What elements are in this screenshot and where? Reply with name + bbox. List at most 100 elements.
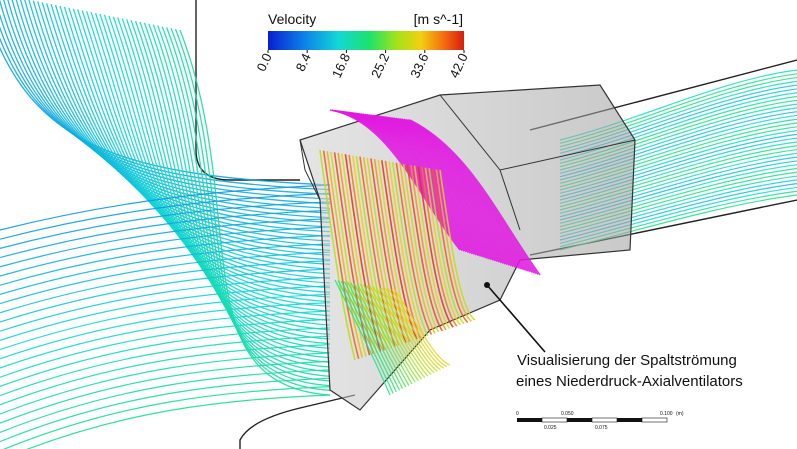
streamline — [381, 287, 438, 372]
streamline — [410, 165, 447, 331]
streamline — [130, 20, 331, 345]
streamline — [72, 8, 331, 284]
streamline — [353, 282, 410, 386]
streamline — [0, 243, 331, 295]
streamline — [393, 117, 525, 271]
inflow-streamlines — [0, 0, 331, 449]
streamline — [0, 360, 331, 424]
streamline — [417, 166, 454, 328]
streamline — [431, 168, 469, 324]
streamline — [373, 158, 411, 343]
streamline — [401, 118, 533, 273]
streamline — [391, 116, 523, 270]
streamline — [355, 155, 393, 349]
streamline — [148, 23, 331, 363]
streamline — [399, 163, 436, 334]
streamline — [343, 281, 401, 391]
streamline — [0, 369, 331, 433]
streamline — [0, 293, 331, 351]
streamline — [117, 17, 331, 331]
streamline — [139, 21, 331, 354]
streamline — [391, 289, 448, 368]
streamline — [389, 116, 521, 270]
streamline — [0, 276, 331, 332]
streamline — [378, 287, 435, 374]
streamline — [108, 15, 331, 321]
streamline — [347, 281, 404, 389]
streamline — [348, 154, 385, 351]
streamline — [319, 149, 356, 361]
scale-bar: 0 0.050 0.100 (m) 0.025 0.075 — [516, 411, 684, 431]
streamline — [384, 160, 422, 339]
streamline — [134, 20, 331, 349]
streamline — [435, 169, 472, 322]
streamline — [26, 394, 331, 449]
legend-colorbar — [268, 31, 464, 50]
streamline — [330, 151, 367, 357]
streamline — [0, 268, 331, 323]
streamline — [0, 209, 331, 259]
streamline — [0, 302, 331, 360]
legend-title: Velocity — [268, 11, 316, 27]
streamline — [406, 164, 443, 332]
streamline — [395, 117, 527, 271]
streamline — [0, 192, 331, 240]
streamline — [0, 310, 331, 369]
streamline — [381, 160, 418, 340]
streamline — [340, 280, 397, 393]
streamline — [350, 282, 407, 388]
streamline — [344, 154, 382, 352]
streamline — [0, 260, 331, 314]
streamline — [362, 284, 419, 382]
streamline — [161, 26, 331, 377]
legend-tick-label: 8.4 — [293, 51, 314, 74]
streamline — [0, 234, 331, 286]
streamline — [166, 27, 331, 382]
streamline — [428, 168, 465, 325]
streamline — [375, 286, 432, 375]
streamline — [421, 166, 458, 327]
streamline — [439, 169, 476, 321]
streamline — [126, 19, 331, 340]
caption-line-1: Visualisierung der Spaltströmung — [517, 352, 737, 369]
streamline — [0, 201, 331, 249]
streamline — [399, 117, 531, 273]
streamline — [369, 285, 426, 379]
streamline — [152, 24, 331, 368]
streamline — [409, 119, 541, 276]
streamline — [356, 283, 413, 385]
streamline — [359, 283, 416, 383]
streamline — [0, 335, 331, 397]
streamline — [0, 327, 331, 387]
streamline — [0, 218, 331, 268]
streamline — [94, 12, 331, 307]
streamline — [424, 167, 462, 326]
streamline — [384, 288, 441, 371]
scale-label-unit: (m) — [676, 411, 684, 417]
streamline — [143, 22, 331, 359]
streamline — [0, 184, 331, 231]
streamline — [405, 118, 537, 275]
streamline — [179, 29, 331, 396]
streamline — [394, 289, 451, 366]
streamline — [0, 352, 331, 415]
streamline — [407, 119, 539, 275]
scale-label-0: 0 — [516, 411, 519, 417]
streamline — [334, 279, 391, 396]
streamline — [341, 153, 378, 353]
streamline — [366, 284, 423, 380]
scale-label-0075: 0.075 — [595, 425, 608, 431]
streamline — [90, 12, 331, 303]
streamline — [2, 386, 331, 449]
streamline — [322, 150, 360, 359]
caption-line-2: eines Niederdruck-Axialventilators — [516, 373, 743, 390]
caption-pointer-line — [486, 284, 546, 353]
streamline — [0, 377, 331, 443]
legend-tick-label: 0.0 — [253, 51, 274, 74]
streamline — [174, 28, 331, 391]
streamline — [0, 318, 331, 378]
streamline — [81, 10, 331, 293]
streamline — [0, 344, 331, 406]
streamline — [86, 11, 331, 298]
caption: Visualisierung der Spaltströmung eines N… — [516, 352, 743, 390]
